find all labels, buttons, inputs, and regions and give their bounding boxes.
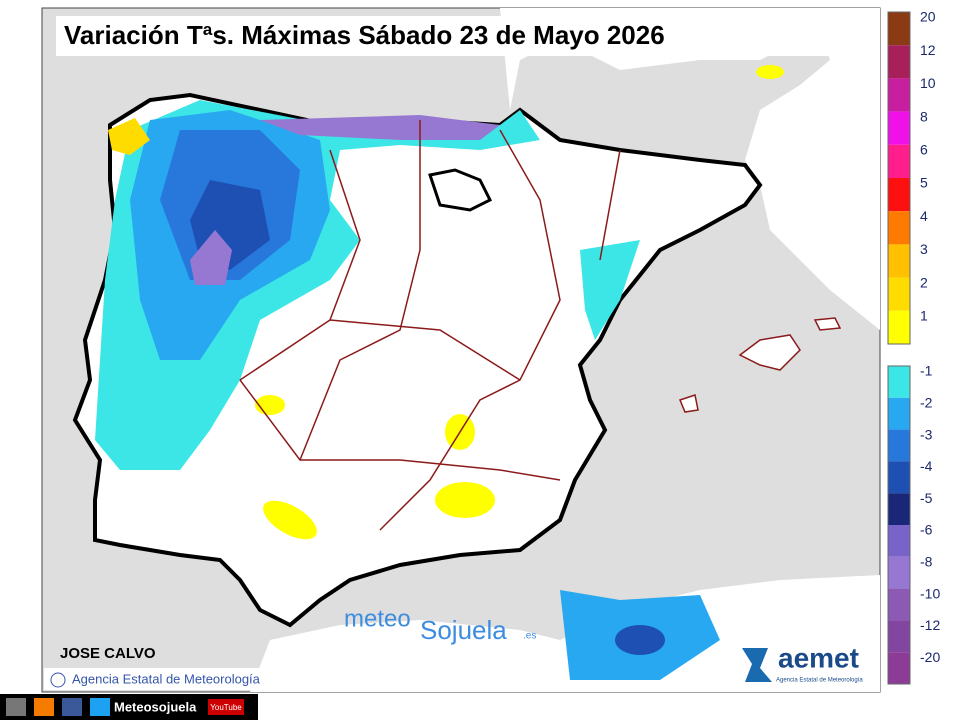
legend-border: [887, 365, 911, 685]
legend-swatch: [888, 78, 910, 112]
cold-area: [615, 625, 665, 655]
legend-swatch: [888, 397, 910, 430]
legend-label: -8: [920, 554, 933, 570]
legend-label: -1: [920, 363, 933, 379]
cold-area: [190, 230, 232, 285]
legend-label: 1: [920, 308, 928, 324]
legend-label: -4: [920, 458, 933, 474]
legend-label: -12: [920, 617, 940, 633]
legend-swatch: [888, 12, 910, 46]
legend-label: 5: [920, 175, 928, 191]
icon: [34, 698, 54, 716]
legend-label: 20: [920, 9, 936, 25]
legend-swatch: [888, 45, 910, 79]
icon: [90, 698, 110, 716]
warm-area: [435, 482, 495, 518]
legend-swatch: [888, 111, 910, 145]
legend-label: -20: [920, 649, 940, 665]
legend-swatch: [888, 652, 910, 684]
la-rioja: [428, 168, 493, 212]
legend-swatch: [888, 429, 910, 462]
icon: [6, 698, 26, 716]
warm-area: [108, 118, 150, 155]
legend-swatch: [888, 588, 910, 621]
legend-label: 6: [920, 142, 928, 158]
legend-label: 2: [920, 274, 928, 290]
icon: [62, 698, 82, 716]
legend-label: 12: [920, 42, 936, 58]
legend-swatch: [888, 556, 910, 589]
legend-swatch: [888, 144, 910, 178]
anomaly-shading: [95, 65, 784, 680]
legend-swatch: [888, 525, 910, 557]
legend-label: 8: [920, 108, 928, 124]
legend-swatch: [888, 620, 910, 653]
legend-label: -2: [920, 395, 933, 411]
youtube-badge: [208, 699, 244, 715]
title: Variación Tªs. Máximas Sábado 23 de Mayo…: [64, 20, 665, 50]
agency: Agencia Estatal de Meteorología: [72, 671, 261, 686]
warm-area: [263, 500, 317, 540]
africa: [250, 575, 880, 692]
legend-label: -3: [920, 426, 933, 442]
legend-label: -5: [920, 490, 933, 506]
youtube: YouTube: [210, 703, 242, 712]
region-borders: [239, 120, 621, 531]
agency-box: [44, 668, 294, 690]
logo-icon: [742, 648, 772, 682]
legend-border: [887, 11, 911, 345]
copyright-icon: [50, 672, 66, 688]
logo: aemet: [778, 642, 859, 673]
legend-label: 4: [920, 208, 928, 224]
watermark: .es: [523, 631, 536, 642]
legend-swatch: [888, 244, 910, 278]
watermark: meteo: [344, 605, 411, 632]
warm-area: [756, 65, 784, 79]
legend-label: -6: [920, 522, 933, 538]
legend-swatch: [888, 461, 910, 494]
legend-swatch: [888, 310, 910, 344]
legend: 20 12 10 8 6 5 4 3 2 1 -1 -2 -3 -4 -5 -6 -8 -10 -12 -20: [887, 9, 940, 685]
watermark: Sojuela: [420, 615, 507, 645]
legend-swatch: [888, 493, 910, 525]
footer-name: Meteosojuela: [114, 699, 197, 714]
balearics: [678, 317, 842, 413]
title-box: [56, 16, 868, 56]
legend-label: -10: [920, 585, 940, 601]
author: JOSE CALVO: [60, 645, 156, 662]
legend-swatch: [888, 211, 910, 245]
legend-swatch: [888, 277, 910, 311]
legend-label: 3: [920, 241, 928, 257]
legend-swatch: [888, 366, 910, 398]
cold-area: [260, 115, 500, 140]
legend-label: 10: [920, 75, 936, 91]
logo-sub: Agencia Estatal de Meteorología: [776, 678, 863, 684]
legend-swatch: [888, 178, 910, 212]
cold-area: [580, 240, 640, 340]
